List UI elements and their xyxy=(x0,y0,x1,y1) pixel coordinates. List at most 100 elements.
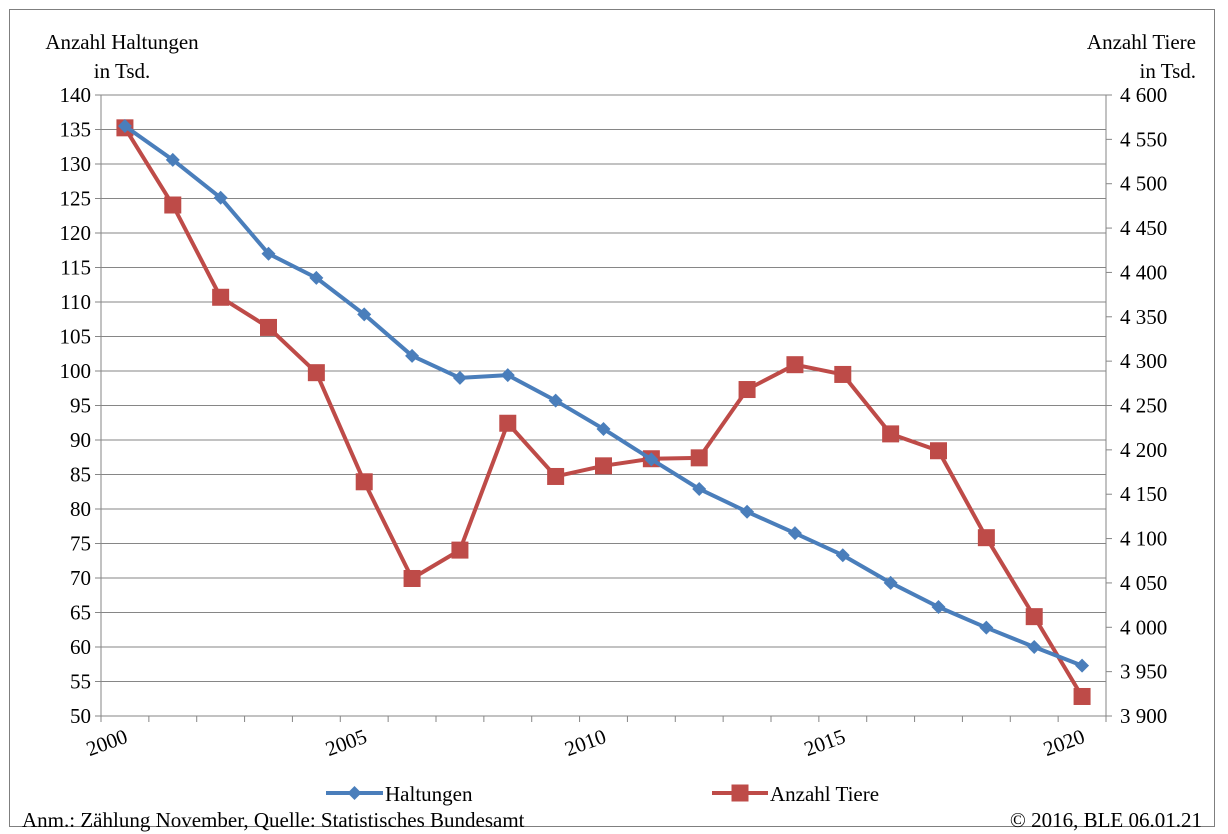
legend-item-tiere: Anzahl Tiere xyxy=(712,782,879,806)
chart-frame xyxy=(9,9,1215,827)
data-point-haltungen xyxy=(979,620,994,635)
right-axis-title-line2: in Tsd. xyxy=(1140,59,1197,83)
data-point-haltungen xyxy=(548,393,563,408)
x-tick-label: 2015 xyxy=(801,724,849,761)
left-tick-label: 110 xyxy=(60,290,91,314)
left-tick-label: 95 xyxy=(70,394,91,418)
data-point-tiere xyxy=(260,318,277,336)
data-point-tiere xyxy=(403,569,421,587)
right-tick-label: 3 950 xyxy=(1120,660,1167,684)
right-tick-label: 4 200 xyxy=(1120,438,1167,462)
data-point-haltungen xyxy=(500,368,515,383)
x-tick-label: 2000 xyxy=(83,724,131,761)
gridlines xyxy=(101,94,1106,717)
left-tick-label: 130 xyxy=(60,152,92,176)
left-tick-label: 100 xyxy=(60,359,92,383)
data-point-tiere xyxy=(595,457,612,475)
data-point-tiere xyxy=(164,196,182,214)
right-tick-label: 4 150 xyxy=(1120,482,1167,506)
left-tick-label: 50 xyxy=(70,704,91,728)
right-tick-label: 3 900 xyxy=(1120,704,1167,728)
left-tick-label: 80 xyxy=(70,497,91,521)
data-point-tiere xyxy=(786,356,804,374)
axis-titles: Anzahl Haltungen in Tsd. Anzahl Tiere in Ts… xyxy=(45,30,1196,83)
data-point-haltungen xyxy=(213,190,228,205)
x-tick-label: 2010 xyxy=(562,724,610,761)
data-point-haltungen xyxy=(931,599,946,614)
right-tick-label: 4 600 xyxy=(1120,83,1167,107)
right-tick-label: 4 500 xyxy=(1120,172,1167,196)
left-tick-label: 135 xyxy=(60,118,92,142)
data-point-haltungen xyxy=(1027,640,1042,654)
series-haltungen xyxy=(117,119,1090,673)
x-tick-label: 2020 xyxy=(1040,724,1088,761)
legend-marker-tiere xyxy=(731,784,749,802)
right-tick-label: 4 400 xyxy=(1120,260,1167,284)
left-tick-label: 85 xyxy=(70,463,91,487)
data-point-haltungen xyxy=(165,152,180,167)
data-point-haltungen xyxy=(835,548,850,563)
left-tick-label: 115 xyxy=(60,256,91,280)
left-tick-label: 65 xyxy=(70,601,91,625)
left-tick-label: 105 xyxy=(60,325,92,349)
data-point-tiere xyxy=(834,365,852,383)
data-point-haltungen xyxy=(117,119,132,134)
series-lines xyxy=(116,119,1091,705)
data-point-haltungen xyxy=(261,246,276,261)
data-point-tiere xyxy=(355,473,373,491)
data-point-haltungen xyxy=(357,307,372,322)
left-axis-title-line1: Anzahl Haltungen xyxy=(45,30,199,54)
left-tick-label: 125 xyxy=(60,187,92,211)
data-point-haltungen xyxy=(883,575,898,590)
series-tiere xyxy=(116,119,1091,705)
source-note: Anm.: Zählung November, Quelle: Statisti… xyxy=(22,808,525,832)
data-point-tiere xyxy=(1073,687,1091,705)
data-point-haltungen xyxy=(692,481,707,496)
data-point-tiere xyxy=(1025,608,1043,626)
data-point-haltungen xyxy=(1075,658,1090,673)
left-tick-label: 60 xyxy=(70,635,91,659)
legend-item-haltungen: Haltungen xyxy=(326,782,473,806)
data-point-haltungen xyxy=(596,421,611,436)
right-axis-title-line1: Anzahl Tiere xyxy=(1087,30,1196,54)
left-y-axis: 140 135 130 125 120 115 110 105 100 95 90 85 80 75 70 6… xyxy=(60,83,101,728)
right-tick-label: 4 450 xyxy=(1120,216,1167,240)
left-axis-title-line2: in Tsd. xyxy=(94,59,151,83)
x-tick-label: 2005 xyxy=(322,724,370,761)
data-point-haltungen xyxy=(644,452,659,467)
data-point-haltungen xyxy=(405,348,420,363)
legend-marker-haltungen xyxy=(347,786,362,800)
copyright-note: © 2016, BLE 06.01.21 xyxy=(1009,808,1202,832)
left-tick-label: 140 xyxy=(60,83,92,107)
left-tick-label: 55 xyxy=(70,670,91,694)
left-tick-label: 120 xyxy=(60,221,92,245)
legend-label-tiere: Anzahl Tiere xyxy=(770,782,879,806)
x-axis: 2000 2005 2010 2015 2020 xyxy=(83,716,1107,761)
right-tick-label: 4 250 xyxy=(1120,394,1167,418)
data-point-tiere xyxy=(882,425,900,443)
data-point-haltungen xyxy=(740,504,755,519)
data-point-tiere xyxy=(977,529,995,547)
data-point-haltungen xyxy=(787,526,802,541)
series-line-haltungen xyxy=(123,124,1083,668)
data-point-haltungen xyxy=(309,270,324,285)
data-point-tiere xyxy=(738,381,756,399)
right-tick-label: 4 350 xyxy=(1120,305,1167,329)
data-point-tiere xyxy=(690,449,708,467)
left-tick-label: 90 xyxy=(70,428,91,452)
right-tick-label: 4 100 xyxy=(1120,527,1167,551)
legend: Haltungen Anzahl Tiere xyxy=(326,782,879,806)
data-point-tiere xyxy=(547,467,565,485)
right-y-axis: 4 600 4 550 4 500 4 450 4 400 4 350 4 300 4 250… xyxy=(1106,83,1167,728)
data-point-haltungen xyxy=(452,370,467,385)
right-tick-label: 4 550 xyxy=(1120,127,1167,151)
data-point-tiere xyxy=(930,442,947,460)
right-tick-label: 4 300 xyxy=(1120,349,1167,373)
data-point-tiere xyxy=(307,364,325,382)
data-point-tiere xyxy=(212,288,230,306)
left-tick-label: 70 xyxy=(70,566,91,590)
data-point-tiere xyxy=(499,414,517,432)
data-point-tiere xyxy=(451,541,469,559)
right-tick-label: 4 000 xyxy=(1120,615,1167,639)
